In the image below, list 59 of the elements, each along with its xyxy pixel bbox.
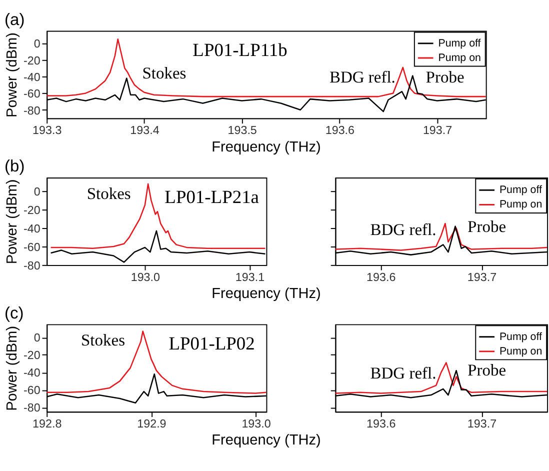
text: LP01-LP11b bbox=[192, 40, 288, 60]
y-axis-title: Power (dBm) bbox=[4, 32, 21, 118]
x-tick-label: 193.0 bbox=[242, 418, 272, 431]
legend-label: Pump on bbox=[438, 52, 482, 64]
x-axis-title: Frequency (THz) bbox=[212, 432, 321, 449]
legend-label: Pump off bbox=[499, 184, 542, 196]
line-series bbox=[46, 330, 267, 394]
x-tick-label: 192.8 bbox=[32, 418, 62, 431]
x-tick-label: 193.7 bbox=[467, 270, 497, 284]
y-axis-title: Power (dBm) bbox=[4, 326, 21, 411]
x-tick-label: 193.7 bbox=[467, 418, 497, 431]
x-tick-label: 193.7 bbox=[422, 124, 452, 138]
y-tick-label: -80 bbox=[23, 259, 41, 272]
x-tick-label: 193.4 bbox=[130, 124, 160, 138]
legend-label: Pump on bbox=[499, 345, 542, 358]
chart-title: (c) bbox=[4, 304, 24, 322]
annotation: BDG refl. bbox=[370, 220, 436, 239]
y-tick-label: 0 bbox=[34, 38, 41, 51]
y-tick-label: -60 bbox=[23, 384, 41, 398]
annotation: BDG refl. bbox=[370, 364, 436, 383]
x-tick-label: 192.9 bbox=[137, 418, 166, 431]
y-tick-label: -80 bbox=[23, 402, 41, 415]
y-tick-label: -60 bbox=[23, 240, 41, 254]
y-tick-label: -80 bbox=[23, 104, 41, 118]
annotation: Stokes bbox=[80, 330, 126, 350]
legend-label: Pump off bbox=[438, 37, 481, 50]
annotation: Probe bbox=[426, 67, 464, 86]
x-tick-label: 193.1 bbox=[235, 270, 265, 284]
line-series bbox=[50, 183, 266, 250]
line-series bbox=[46, 38, 486, 98]
annotation: Stokes bbox=[86, 184, 131, 203]
y-tick-label: -60 bbox=[23, 88, 41, 101]
annotation: Probe bbox=[468, 216, 506, 236]
annotation: BDG refl. bbox=[329, 67, 396, 86]
y-tick-label: -20 bbox=[23, 349, 41, 362]
chart-title: (b) bbox=[4, 158, 25, 176]
y-tick-label: -20 bbox=[23, 54, 41, 68]
x-tick-label: 193.6 bbox=[325, 124, 355, 138]
legend-label: Pump off bbox=[499, 330, 542, 343]
annotation: Probe bbox=[468, 360, 506, 380]
x-tick-label: 193.5 bbox=[228, 124, 257, 138]
text: LP01-LP02 bbox=[168, 333, 255, 354]
y-tick-label: -40 bbox=[23, 70, 41, 84]
x-axis-title: Frequency (THz) bbox=[212, 139, 321, 156]
y-tick-label: 0 bbox=[34, 332, 41, 345]
y-tick-label: -40 bbox=[23, 222, 41, 236]
x-tick-label: 193.6 bbox=[366, 418, 396, 431]
chart-title: (a) bbox=[4, 10, 25, 29]
legend-label: Pump on bbox=[499, 198, 542, 211]
x-tick-label: 193.0 bbox=[130, 270, 161, 284]
annotation: Stokes bbox=[142, 63, 186, 82]
y-tick-label: -20 bbox=[23, 204, 41, 218]
y-tick-label: -40 bbox=[23, 366, 41, 380]
text: LP01-LP21a bbox=[164, 186, 259, 207]
x-axis-title: Frequency (THz) bbox=[212, 286, 321, 302]
y-axis-title: Power (dBm) bbox=[4, 179, 21, 264]
y-tick-label: 0 bbox=[34, 186, 41, 199]
x-tick-label: 193.3 bbox=[32, 124, 62, 138]
x-tick-label: 193.6 bbox=[366, 270, 396, 284]
